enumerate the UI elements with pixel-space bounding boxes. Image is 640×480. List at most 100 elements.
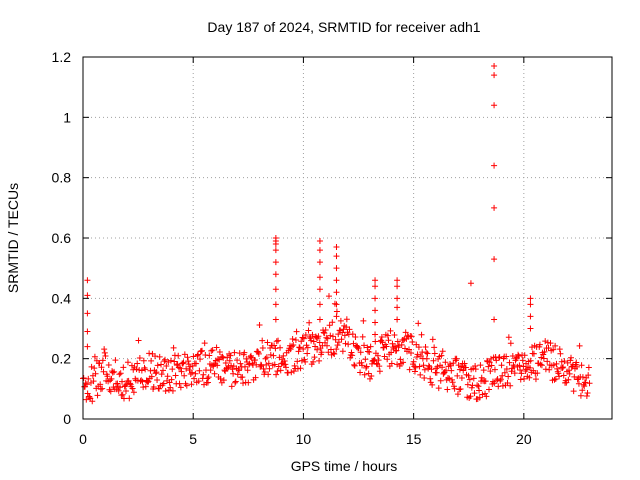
data-point (308, 337, 315, 344)
data-point (175, 364, 182, 371)
data-point (333, 277, 340, 284)
data-point (228, 383, 235, 390)
data-point (245, 379, 252, 386)
data-point (486, 386, 493, 393)
data-point (216, 349, 223, 356)
data-point (101, 349, 108, 356)
data-point (91, 365, 98, 372)
data-point (122, 382, 129, 389)
data-point (491, 102, 498, 109)
data-point (411, 368, 418, 375)
data-point (256, 321, 263, 328)
data-point (170, 344, 177, 351)
data-point (485, 363, 492, 370)
data-point (98, 364, 105, 371)
data-point (456, 366, 463, 373)
data-point (198, 348, 205, 355)
data-point (318, 349, 325, 356)
data-point (349, 331, 356, 338)
data-point (497, 376, 504, 383)
data-point (168, 376, 175, 383)
data-point (504, 380, 511, 387)
data-point (464, 381, 471, 388)
data-point (410, 358, 417, 365)
data-point (312, 343, 319, 350)
data-point (333, 265, 340, 272)
data-point (232, 378, 239, 385)
data-point (316, 339, 323, 346)
data-point (550, 346, 557, 353)
data-point (557, 350, 564, 357)
data-point (92, 370, 99, 377)
data-point (586, 380, 593, 387)
data-point (387, 327, 394, 334)
data-point (169, 366, 176, 373)
data-point (579, 387, 586, 394)
data-point (351, 362, 358, 369)
data-point (496, 354, 503, 361)
data-point (201, 340, 208, 347)
data-point (258, 362, 265, 369)
data-point (206, 352, 213, 359)
data-point (337, 317, 344, 324)
data-point (402, 329, 409, 336)
data-point (161, 358, 168, 365)
data-point (499, 372, 506, 379)
data-point (186, 367, 193, 374)
data-point (476, 387, 483, 394)
data-point (483, 393, 490, 400)
data-point (251, 357, 258, 364)
data-point (263, 354, 270, 361)
data-point (261, 368, 268, 375)
data-point (555, 370, 562, 377)
grid-lines (83, 57, 612, 419)
data-point (380, 344, 387, 351)
data-point (274, 368, 281, 375)
data-point (537, 361, 544, 368)
data-point (195, 378, 202, 385)
data-point (442, 359, 449, 366)
data-point (316, 316, 323, 323)
data-point (85, 375, 92, 382)
data-point (163, 362, 170, 369)
data-point (167, 357, 174, 364)
data-point (325, 349, 332, 356)
data-point (458, 363, 465, 370)
data-point (570, 388, 577, 395)
x-tick-label: 0 (79, 431, 87, 447)
data-point (130, 389, 137, 396)
data-point (365, 370, 372, 377)
data-point (100, 368, 107, 375)
data-point (105, 361, 112, 368)
data-point (140, 357, 147, 364)
data-point (158, 371, 165, 378)
data-point (513, 355, 520, 362)
data-point (304, 350, 311, 357)
data-point (413, 353, 420, 360)
data-point (424, 350, 431, 357)
data-point (84, 310, 91, 317)
data-point (272, 271, 279, 278)
data-point (560, 372, 567, 379)
data-point (265, 371, 272, 378)
y-tick-label: 1 (63, 109, 71, 125)
data-point (415, 344, 422, 351)
data-point (330, 350, 337, 357)
data-point (499, 382, 506, 389)
data-point (576, 342, 583, 349)
data-point (167, 384, 174, 391)
data-point (219, 353, 226, 360)
data-point (584, 390, 591, 397)
data-point (507, 382, 514, 389)
data-point (111, 368, 118, 375)
data-point (476, 394, 483, 401)
data-point (296, 344, 303, 351)
data-point (445, 374, 452, 381)
data-point (272, 247, 279, 254)
data-point (329, 333, 336, 340)
data-point (195, 351, 202, 358)
data-point (316, 286, 323, 293)
data-point (357, 349, 364, 356)
data-point (315, 333, 322, 340)
data-point (394, 283, 401, 290)
